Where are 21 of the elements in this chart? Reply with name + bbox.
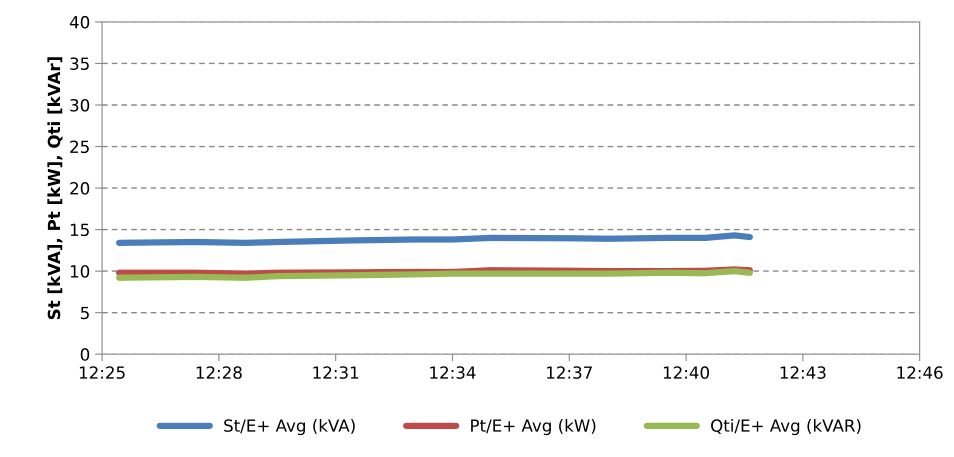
x-tick-label: 12:40: [664, 366, 709, 379]
y-tick-label: 25: [70, 140, 89, 154]
y-tick-label: 10: [70, 265, 90, 278]
y-tick-label: 15: [70, 224, 89, 236]
legend-label: St/E+ Avg (kVA): [224, 419, 355, 436]
x-tick-label: 12:31: [313, 366, 358, 379]
y-tick-label: 30: [70, 98, 90, 112]
y-tick-label: 5: [80, 306, 89, 320]
x-tick-label: 12:25: [80, 366, 125, 379]
legend-label: Qti/E+ Avg (kVAR): [711, 419, 861, 436]
y-tick-label: 40: [70, 16, 90, 29]
x-tick-label: 12:34: [430, 366, 476, 379]
x-tick-label: 12:28: [196, 366, 242, 379]
y-axis-title: St [kVA], Pt [kW], Qti [kVAr]: [47, 57, 62, 320]
x-tick-label: 12:43: [780, 366, 826, 379]
y-tick-label: 0: [80, 348, 90, 361]
y-tick-label: 35: [70, 57, 89, 70]
x-tick-label: 12:46: [897, 366, 943, 379]
legend-label: Pt/E+ Avg (kW): [471, 419, 596, 436]
x-tick-label: 12:37: [547, 366, 592, 379]
y-tick-label: 20: [70, 182, 90, 195]
